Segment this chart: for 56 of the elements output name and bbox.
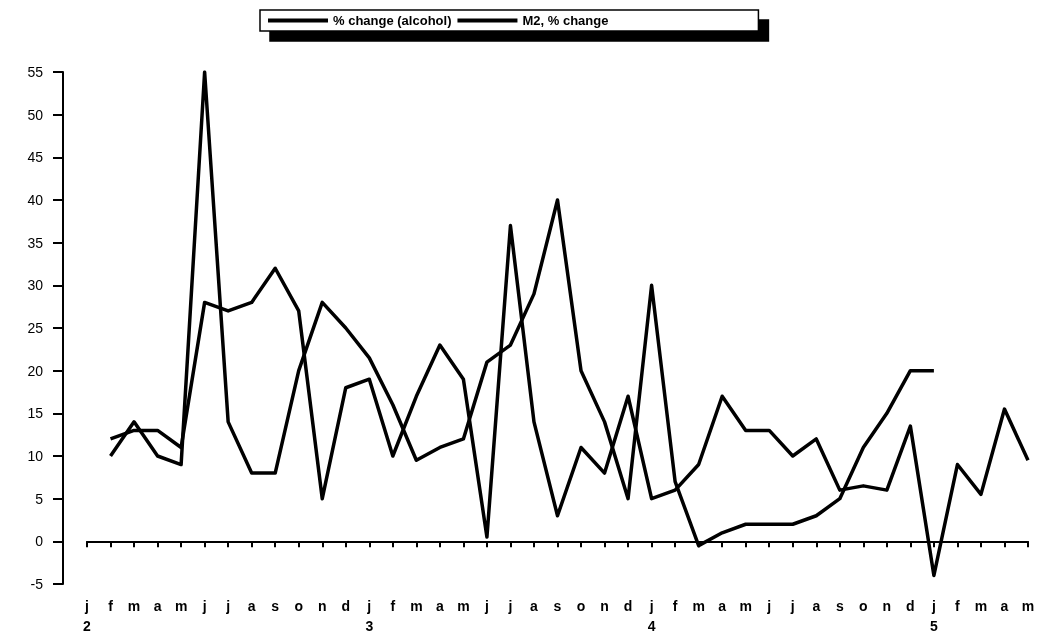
x-tick-label: j (789, 598, 795, 614)
y-tick-label: 25 (27, 320, 44, 336)
y-tick-label: 10 (27, 448, 44, 464)
x-tick-label: m (1021, 598, 1035, 614)
x-tick-label: j 2 (83, 598, 92, 634)
y-tick-label: 30 (27, 277, 44, 294)
x-tick-label: j (766, 598, 772, 614)
x-tick-label: d (906, 598, 915, 614)
x-tick-label: s (835, 598, 844, 614)
x-tick-label: o (576, 598, 586, 614)
x-tick-label: m (410, 598, 423, 614)
x-tick-label: f (955, 598, 961, 614)
x-tick-label: a (530, 598, 539, 614)
y-tick-label: 5 (35, 490, 44, 507)
x-tick-label: j 5 (930, 598, 938, 634)
x-tick-label: j (225, 598, 231, 614)
y-tick-label: 40 (27, 192, 44, 208)
x-tick-label: j (483, 598, 489, 614)
y-tick-label: -5 (30, 576, 44, 592)
x-tick-label: m (127, 598, 141, 614)
x-tick-label: o (859, 598, 868, 614)
x-tick-label: n (317, 598, 327, 614)
y-tick-label: 35 (27, 234, 44, 251)
legend-label: M2, % change (522, 13, 609, 28)
x-tick-label: n (882, 598, 892, 614)
y-tick-label: 50 (27, 106, 44, 123)
y-tick-label: 20 (27, 362, 44, 379)
x-tick-label: f (390, 598, 396, 614)
y-tick-label: 55 (27, 64, 44, 80)
x-tick-label: a (1000, 598, 1009, 614)
x-tick-label: d (623, 598, 633, 614)
x-tick-label: m (739, 598, 752, 614)
x-tick-label: a (812, 598, 821, 614)
y-tick-label: 15 (27, 405, 44, 422)
x-tick-label: s (553, 598, 562, 614)
x-tick-label: m (692, 598, 705, 614)
x-tick-label: f (108, 598, 114, 614)
x-tick-label: s (271, 598, 280, 614)
x-tick-label: a (153, 598, 162, 614)
x-tick-label: j (507, 598, 513, 614)
x-tick-label: a (247, 598, 256, 614)
y-tick-label: 45 (27, 149, 44, 166)
x-tick-label: j 4 (647, 598, 656, 634)
x-tick-label: o (294, 598, 304, 614)
x-tick-label: a (435, 598, 444, 614)
x-tick-label: j (201, 598, 207, 614)
x-tick-label: n (600, 598, 609, 614)
x-tick-label: m (174, 598, 188, 614)
x-tick-label: f (672, 598, 678, 614)
x-tick-label: d (341, 598, 351, 614)
x-tick-label: m (974, 598, 988, 614)
x-tick-label: m (457, 598, 470, 614)
x-tick-label: j 3 (365, 598, 374, 634)
x-tick-label: a (718, 598, 727, 614)
y-tick-label: 0 (35, 533, 44, 550)
legend-label: % change (alcohol) (333, 13, 452, 28)
